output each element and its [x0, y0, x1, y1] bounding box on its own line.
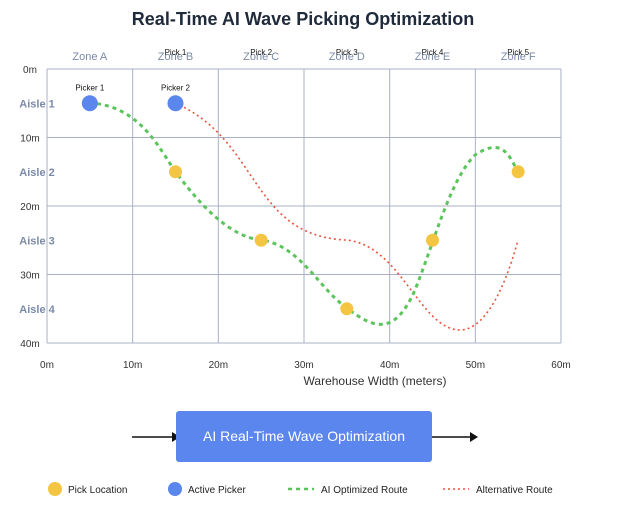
x-tick-label: 20m — [209, 360, 228, 371]
y-tick-label: 10m — [20, 134, 39, 145]
x-tick-label: 0m — [40, 360, 54, 371]
zone-label: Zone F — [501, 51, 536, 63]
y-axis-ticks: 0m 10m 20m 30m 40m — [20, 65, 39, 350]
pick-labels: Pick 1 Pick 2 Pick 3 Pick 4 Pick 5 — [165, 48, 530, 57]
pick-location-marker — [511, 165, 525, 179]
x-tick-label: 40m — [380, 360, 399, 371]
pick-label: Pick 2 — [250, 48, 272, 57]
aisle-label: Aisle 2 — [19, 167, 54, 179]
picker-label: Picker 2 — [161, 83, 190, 92]
zone-labels: Zone A Zone B Zone C Zone D Zone E Zone F — [72, 51, 535, 63]
zone-label: Zone C — [243, 51, 279, 63]
pick-location-marker — [169, 165, 182, 179]
x-tick-label: 10m — [123, 360, 142, 371]
banner-box — [176, 411, 432, 462]
zone-label: Zone B — [158, 51, 193, 63]
y-tick-label: 0m — [23, 65, 37, 76]
active-picker-marker — [167, 95, 184, 112]
zone-label: Zone D — [329, 51, 365, 63]
x-tick-label: 60m — [551, 360, 570, 371]
active-pickers: Picker 1 Picker 2 — [75, 83, 190, 112]
y-tick-label: 20m — [20, 202, 39, 213]
aisle-label: Aisle 1 — [19, 98, 54, 110]
pick-label: Pick 5 — [507, 48, 529, 57]
x-axis-title: Warehouse Width (meters) — [304, 374, 447, 388]
aisle-label: Aisle 3 — [19, 235, 54, 247]
legend-pick-marker — [48, 482, 62, 496]
pick-label: Pick 4 — [422, 48, 444, 57]
legend-picker-label: Active Picker — [188, 485, 246, 496]
x-tick-label: 30m — [294, 360, 313, 371]
aisle-label: Aisle 4 — [19, 304, 55, 316]
active-picker-marker — [81, 95, 98, 112]
picker-label: Picker 1 — [75, 83, 104, 92]
pick-label: Pick 1 — [165, 48, 187, 57]
banner-label: AI Real-Time Wave Optimization — [203, 428, 405, 444]
diagram-title: Real-Time AI Wave Picking Optimization — [132, 9, 474, 29]
arrow-right-icon — [470, 432, 478, 442]
zone-label: Zone E — [415, 51, 450, 63]
y-tick-label: 40m — [20, 339, 39, 350]
pick-locations — [169, 165, 525, 316]
x-axis-ticks: 0m 10m 20m 30m 40m 50m 60m — [40, 360, 571, 371]
y-tick-label: 30m — [20, 271, 39, 282]
legend-pick-label: Pick Location — [68, 485, 127, 496]
zone-label: Zone A — [72, 51, 108, 63]
legend-alt-route-label: Alternative Route — [476, 485, 553, 496]
legend: Pick Location Active Picker AI Optimized… — [48, 482, 553, 496]
warehouse-grid — [46, 68, 562, 344]
pick-label: Pick 3 — [336, 48, 358, 57]
pick-location-marker — [426, 233, 439, 247]
pick-location-marker — [340, 302, 354, 316]
pick-location-marker — [254, 233, 268, 247]
legend-ai-route-label: AI Optimized Route — [321, 485, 408, 496]
banner: AI Real-Time Wave Optimization — [132, 411, 478, 462]
aisle-labels: Aisle 1 Aisle 2 Aisle 3 Aisle 4 — [19, 98, 55, 316]
legend-picker-marker — [168, 482, 182, 496]
x-tick-label: 50m — [466, 360, 485, 371]
